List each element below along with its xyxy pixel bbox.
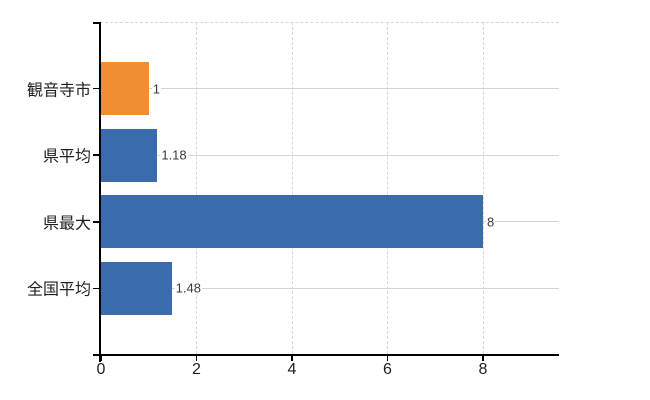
- bar-value-label: 1.18: [160, 147, 188, 163]
- vertical-gridline: [291, 22, 293, 354]
- x-tick: [100, 356, 102, 361]
- x-tick-label: 8: [478, 361, 488, 378]
- category-label: 県最大: [42, 215, 91, 233]
- x-tick-label: 2: [192, 361, 201, 378]
- x-tick-label: 4: [287, 361, 297, 378]
- horizontal-gridline: [101, 287, 559, 289]
- bar: [101, 128, 158, 182]
- y-tick: [93, 221, 100, 223]
- plot-top-border: [100, 22, 559, 23]
- vertical-gridline: [482, 22, 484, 354]
- category-label: 県平均: [42, 148, 91, 166]
- y-tick: [93, 287, 100, 290]
- horizontal-gridline: [101, 154, 559, 156]
- vertical-gridline: [387, 22, 388, 354]
- category-label: 観音寺市: [26, 82, 91, 100]
- y-tick: [93, 87, 100, 90]
- y-axis-line: [99, 22, 101, 362]
- bar: [101, 261, 172, 315]
- category-label: 全国平均: [26, 281, 91, 299]
- x-tick: [386, 356, 389, 361]
- bar-value-label: 1.48: [174, 280, 202, 296]
- bar: [101, 195, 483, 249]
- y-tick: [93, 154, 100, 156]
- bar: [101, 62, 149, 116]
- x-tick: [291, 356, 293, 361]
- x-tick-label: 0: [96, 361, 106, 378]
- x-axis-line: [93, 354, 559, 356]
- x-tick: [195, 356, 198, 361]
- bar-value-label: 8: [486, 214, 496, 230]
- x-tick: [482, 356, 484, 361]
- y-axis-top-cap: [93, 22, 101, 24]
- vertical-gridline: [196, 22, 197, 354]
- horizontal-gridline: [101, 88, 559, 90]
- x-tick-label: 6: [383, 361, 392, 378]
- bar-value-label: 1: [151, 81, 161, 97]
